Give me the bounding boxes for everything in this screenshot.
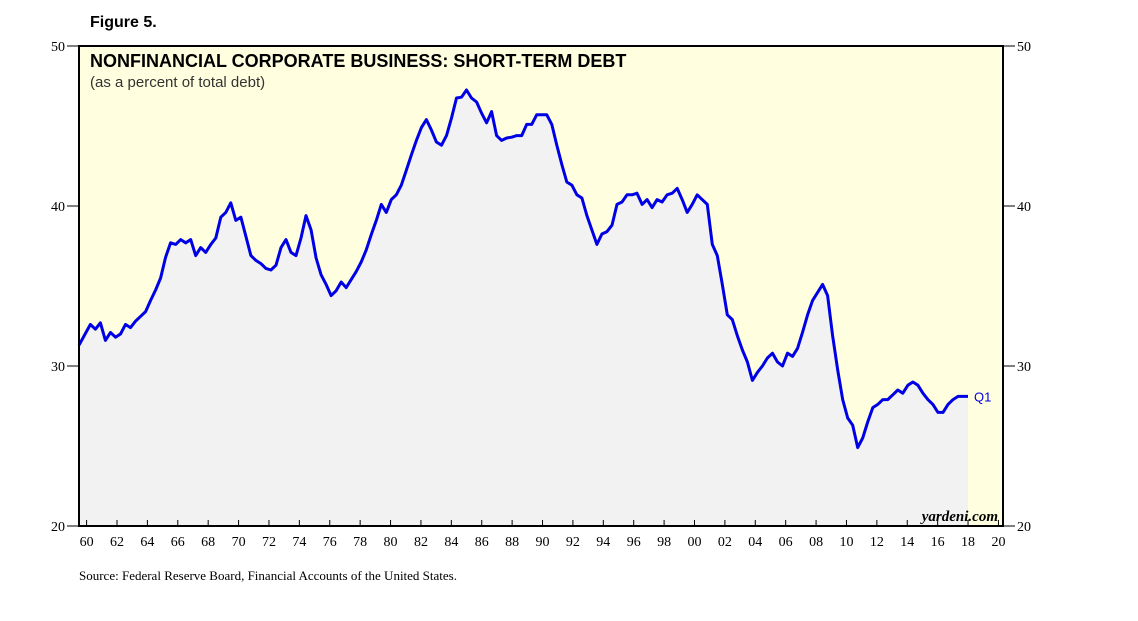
x-tick-label: 02: [718, 535, 732, 550]
x-tick-label: 20: [991, 535, 1005, 550]
annotation: Q1: [974, 389, 991, 404]
x-tick-label: 90: [536, 535, 550, 550]
x-tick-label: 06: [779, 535, 793, 550]
x-tick-label: 94: [596, 535, 610, 550]
x-tick-label: 78: [353, 535, 367, 550]
x-tick-label: 70: [232, 535, 246, 550]
chart-title: NONFINANCIAL CORPORATE BUSINESS: SHORT-T…: [90, 51, 626, 71]
x-tick-label: 72: [262, 535, 276, 550]
x-tick-label: 18: [961, 535, 975, 550]
x-tick-label: 74: [292, 535, 306, 550]
x-tick-label: 62: [110, 535, 124, 550]
x-tick-label: 60: [80, 535, 94, 550]
x-tick-label: 04: [748, 535, 762, 550]
x-tick-label: 16: [931, 535, 945, 550]
x-tick-label: 98: [657, 535, 671, 550]
y2-tick-label: 50: [1017, 40, 1031, 55]
y2-tick-label: 30: [1017, 360, 1031, 375]
x-tick-label: 12: [870, 535, 884, 550]
figure-label: Figure 5.: [90, 14, 157, 31]
x-tick-label: 96: [627, 535, 641, 550]
y2-tick-label: 20: [1017, 520, 1031, 535]
plot-border: [78, 45, 1004, 527]
x-tick-label: 88: [505, 535, 519, 550]
x-tick-label: 66: [171, 535, 185, 550]
watermark: yardeni.com: [920, 509, 998, 525]
x-tick-label: 82: [414, 535, 428, 550]
x-tick-label: 00: [687, 535, 701, 550]
x-tick-label: 64: [140, 535, 154, 550]
y-tick-label: 20: [51, 520, 65, 535]
source: Source: Federal Reserve Board, Financial…: [79, 568, 457, 583]
x-tick-label: 86: [475, 535, 489, 550]
x-tick-label: 92: [566, 535, 580, 550]
y2-tick-label: 40: [1017, 200, 1031, 215]
line: [77, 88, 968, 450]
y-tick-label: 40: [51, 200, 65, 215]
y-tick-label: 50: [51, 40, 65, 55]
x-tick-label: 68: [201, 535, 215, 550]
x-tick-label: 14: [900, 535, 914, 550]
x-tick-label: 80: [384, 535, 398, 550]
y-tick-label: 30: [51, 360, 65, 375]
x-tick-label: 84: [444, 535, 458, 550]
area: [79, 90, 968, 526]
x-tick-label: 10: [839, 535, 853, 550]
chart-subtitle: (as a percent of total debt): [90, 74, 265, 91]
x-tick-label: 08: [809, 535, 823, 550]
x-tick-label: 76: [323, 535, 337, 550]
